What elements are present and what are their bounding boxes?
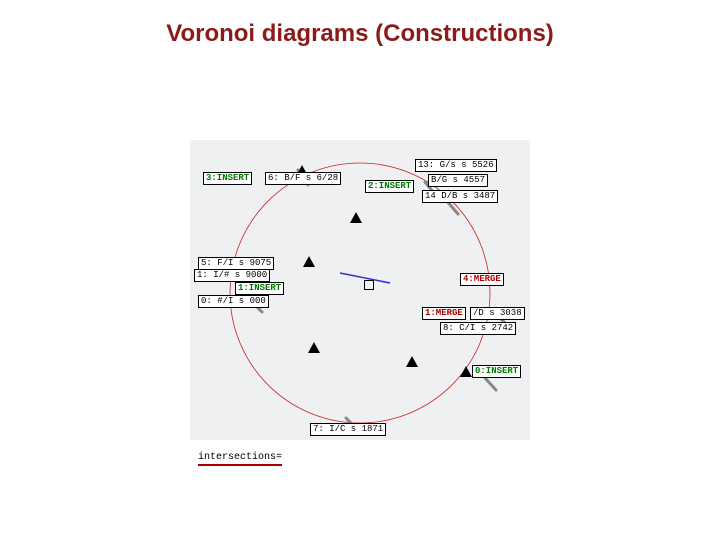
event-label: 2:INSERT [365,180,414,193]
triangle-marker [303,256,315,267]
triangle-marker [350,212,362,223]
event-label: 7: I/C s 1871 [310,423,386,436]
event-label: 14 D/B s 3487 [422,190,498,203]
intersections-label: intersections= [198,452,282,466]
event-label: 1:MERGE [422,307,466,320]
event-label: 3:INSERT [203,172,252,185]
triangle-marker [460,366,472,377]
triangle-marker [308,342,320,353]
event-label: 1:INSERT [235,282,284,295]
event-label: 0: #/I s 000 [198,295,269,308]
grey-tick [485,378,496,390]
event-label: 4:MERGE [460,273,504,286]
event-label: 8: C/I s 2742 [440,322,516,335]
event-label: B/G s 4557 [428,174,488,187]
page-title: Voronoi diagrams (Constructions) [166,20,554,48]
event-label: 1: I/# s 9000 [194,269,270,282]
event-label: /D s 3038 [470,307,525,320]
square-marker [364,280,374,290]
triangle-marker [406,356,418,367]
event-label: 13: G/s s 5526 [415,159,497,172]
event-label: 6: B/F s 6/28 [265,172,341,185]
diagram-canvas: 3:INSERT 6: B/F s 6/28 2:INSERT13: G/s s 5… [190,140,530,440]
event-label: 0:INSERT [472,365,521,378]
